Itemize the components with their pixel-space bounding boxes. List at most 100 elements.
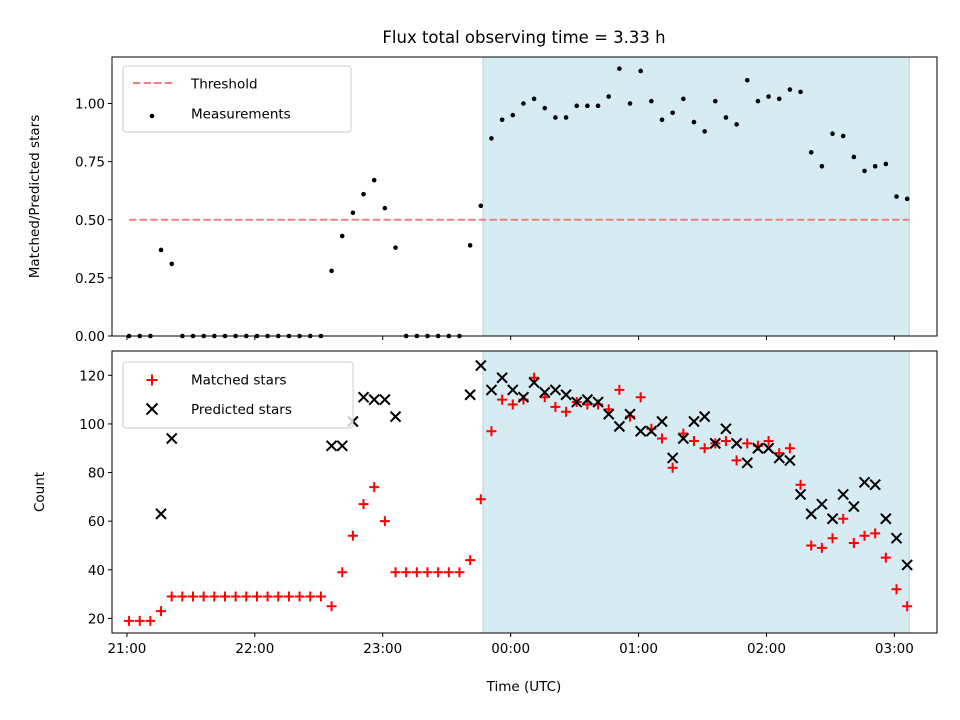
measurements-point (467, 243, 473, 248)
matched-stars-point (699, 443, 710, 454)
x-tick-label: 22:00 (235, 641, 274, 657)
matched-stars-point (635, 392, 646, 403)
predicted-stars-point (816, 498, 828, 510)
legend-predicted-swatch (145, 402, 159, 416)
predicted-stars-point (389, 410, 402, 423)
measurements-point (808, 150, 814, 155)
measurements-point (798, 89, 803, 95)
matched-stars-point (209, 591, 220, 602)
x-tick-label: 01:00 (619, 641, 658, 657)
predicted-stars-point (880, 513, 892, 525)
measurements-point (478, 203, 484, 209)
measurements-point (510, 112, 516, 118)
matched-stars-point (315, 591, 326, 602)
predicted-stars-point (549, 384, 562, 396)
panel-counts-marks (124, 359, 913, 626)
measurements-point (542, 105, 548, 111)
matched-stars-point (784, 443, 795, 454)
measurements-point (158, 247, 164, 253)
matched-stars-point (848, 538, 859, 549)
measurements-point (670, 110, 675, 116)
measurements-point (776, 96, 782, 102)
matched-stars-point (369, 482, 380, 493)
matched-stars-point (870, 528, 881, 539)
legend-threshold-label: Threshold (190, 77, 258, 93)
measurements-point (734, 122, 739, 127)
predicted-stars-point (325, 440, 338, 452)
y-tick-label: 1.00 (75, 97, 105, 113)
chart-title: Flux total observing time = 3.33 h (382, 28, 665, 47)
x-tick-label: 00:00 (491, 641, 530, 657)
predicted-stars-point (656, 415, 668, 428)
matched-stars-point (774, 448, 785, 459)
predicted-stars-point (592, 396, 604, 408)
panel-counts-shaded-interval (482, 350, 910, 634)
matched-stars-point (156, 606, 167, 617)
measurements-point (169, 261, 174, 267)
y-tick-label: 40 (88, 563, 105, 579)
measurements-point (563, 115, 569, 120)
matched-stars-point (422, 567, 433, 578)
matched-stars-point (305, 591, 316, 602)
matched-stars-point (720, 435, 731, 446)
panel-ratio-frame (111, 56, 938, 337)
measurements-point (553, 115, 558, 120)
predicted-stars-point (837, 488, 849, 501)
measurements-point (787, 87, 793, 92)
matched-stars-point (891, 584, 902, 595)
matched-stars-point (166, 591, 177, 602)
measurements-point (862, 168, 867, 174)
measurements-point (499, 117, 505, 123)
matched-stars-point (657, 433, 667, 444)
matched-stars-point (145, 615, 156, 626)
predicted-stars-point (741, 457, 753, 469)
matched-stars-point (358, 499, 369, 510)
matched-stars-point (443, 567, 454, 578)
predicted-stars-point (517, 391, 530, 403)
measurements-point (329, 268, 334, 274)
matched-stars-point (379, 516, 390, 527)
measurements-point (339, 233, 345, 239)
panel-counts-frame (111, 350, 938, 634)
measurements-point (904, 196, 910, 202)
predicted-stars-point (634, 425, 647, 437)
matched-stars-point (188, 591, 199, 602)
predicted-stars-point (528, 376, 540, 389)
y-tick-label: 0.00 (75, 329, 105, 345)
predicted-stars-point (624, 408, 636, 420)
matched-stars-point (497, 394, 508, 405)
measurements-point (627, 101, 633, 106)
matched-stars-point (454, 567, 465, 578)
measurements-point (350, 210, 356, 216)
matched-stars-point (795, 479, 806, 490)
matched-stars-point (742, 438, 753, 449)
panel-counts-y-axis-label: Count (32, 472, 48, 512)
measurements-point (531, 96, 537, 102)
predicted-stars-point (677, 432, 690, 445)
measurements-point (723, 115, 729, 120)
matched-stars-point (411, 567, 422, 578)
panel-ratio-y-ticks: 0.00 0.25 0.50 0.75 1.00 (75, 97, 112, 345)
predicted-stars-point (858, 476, 871, 488)
matched-stars-point (880, 552, 891, 563)
matched-stars-point (678, 428, 689, 439)
matched-stars-point (134, 615, 145, 626)
measurements-point (872, 163, 878, 169)
y-tick-label: 80 (88, 466, 105, 482)
predicted-stars-point (730, 437, 743, 450)
predicted-stars-point (602, 408, 615, 420)
y-tick-label: 100 (79, 417, 105, 433)
predicted-stars-point (848, 500, 860, 513)
measurements-point (744, 77, 750, 83)
matched-stars-point (273, 591, 284, 602)
matched-stars-point (347, 530, 358, 541)
panel-counts-x-ticks: 21:00 22:00 23:00 00:00 01:00 02:00 03:00 (107, 633, 914, 657)
matched-stars-point (816, 542, 827, 553)
predicted-stars-point (890, 532, 903, 544)
matched-stars-point (902, 601, 913, 612)
panel-counts: 21:00 22:00 23:00 00:00 01:00 02:00 03:00 20 40… (32, 350, 938, 695)
predicted-stars-point (475, 359, 487, 372)
matched-stars-point (539, 392, 550, 403)
measurements-point (361, 191, 366, 197)
matched-stars-point (827, 533, 838, 544)
